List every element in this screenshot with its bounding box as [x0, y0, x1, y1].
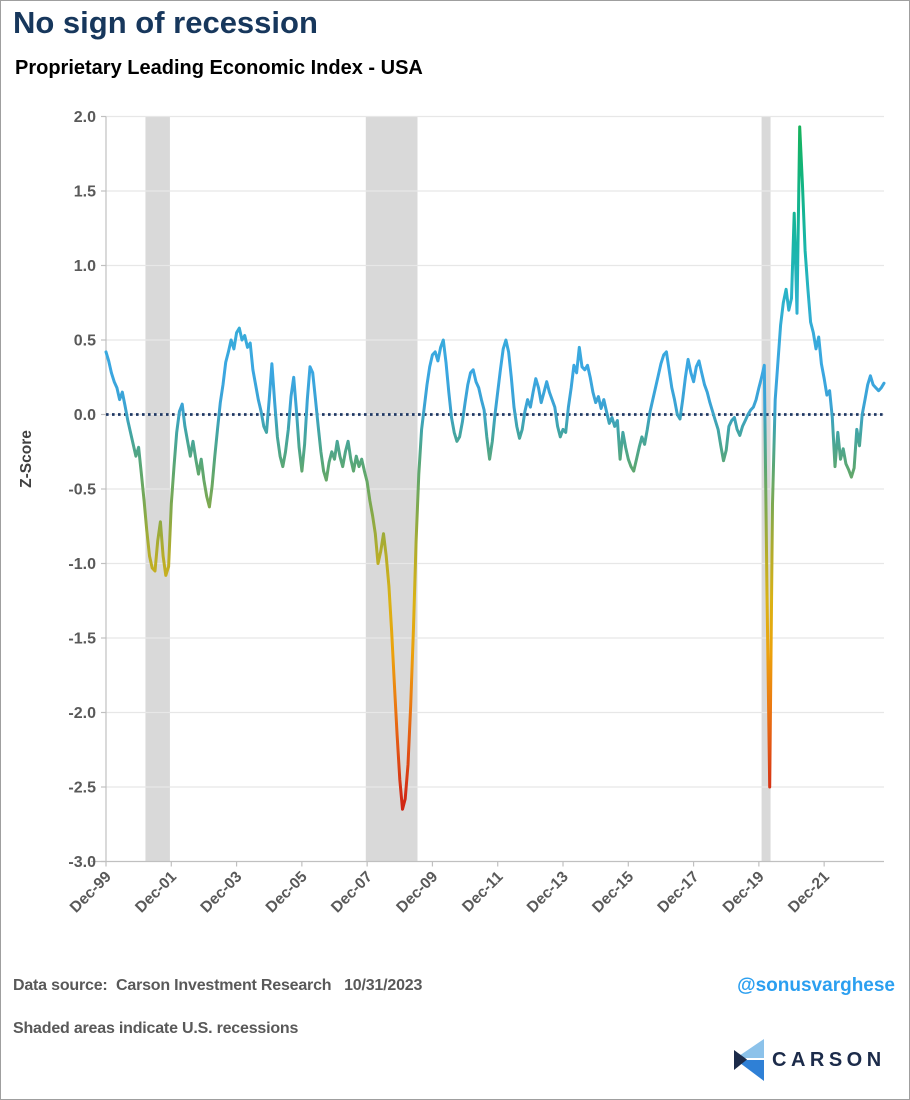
x-tick-label: Dec-19 — [720, 868, 768, 916]
carson-logo-icon — [734, 1039, 764, 1081]
chart-svg: 2.01.51.00.50.0-0.5-1.0-1.5-2.0-2.5-3.0D… — [18, 109, 886, 916]
logo-triangle-light — [736, 1039, 764, 1058]
x-tick-label: Dec-11 — [459, 868, 507, 916]
x-tick-label: Dec-15 — [589, 868, 637, 916]
y-tick-label: -2.0 — [68, 705, 96, 722]
chart: 2.0 1.5 1.0 0.5 0.0 -0.5 -1.0 -1.5 -2.0 -2.5 -3.0 D… — [1, 96, 909, 961]
x-tick-label: Dec-01 — [132, 868, 180, 916]
y-tick-label: 0.5 — [74, 333, 96, 350]
y-tick-label: -1.0 — [68, 556, 96, 573]
logo-triangle-bright — [736, 1060, 764, 1081]
chart-subtitle: Proprietary Leading Economic Index - USA — [15, 57, 423, 79]
y-tick-label: -2.5 — [68, 780, 96, 797]
logo-triangle-navy — [734, 1050, 747, 1070]
y-tick-label: 1.5 — [74, 184, 96, 201]
y-tick-label: -3.0 — [68, 854, 96, 871]
y-tick-label: 2.0 — [74, 109, 96, 126]
x-tick-label: Dec-21 — [785, 868, 833, 916]
data-source-text: Data source: Carson Investment Research … — [13, 977, 423, 994]
lei-line-series — [104, 125, 886, 811]
y-tick-label: -0.5 — [68, 482, 96, 499]
x-tick-label: Dec-07 — [328, 868, 376, 916]
page-title: No sign of recession — [13, 5, 318, 40]
x-tick-label: Dec-13 — [524, 868, 572, 916]
y-tick-label: 0.0 — [74, 407, 96, 424]
twitter-handle: @sonusvarghese — [737, 975, 895, 996]
carson-logo-text: CARSON — [772, 1049, 886, 1071]
x-tick-label: Dec-99 — [67, 868, 115, 916]
x-tick-label: Dec-17 — [654, 868, 702, 916]
x-tick-label: Dec-03 — [197, 868, 245, 916]
y-axis-title: Z-Score — [18, 430, 35, 488]
shaded-areas-note: Shaded areas indicate U.S. recessions — [13, 1020, 299, 1037]
carson-logo: CARSON — [732, 1037, 897, 1083]
y-tick-label: 1.0 — [74, 258, 96, 275]
x-tick-label: Dec-05 — [263, 868, 311, 916]
y-tick-label: -1.5 — [68, 631, 96, 648]
x-tick-label: Dec-09 — [393, 868, 441, 916]
